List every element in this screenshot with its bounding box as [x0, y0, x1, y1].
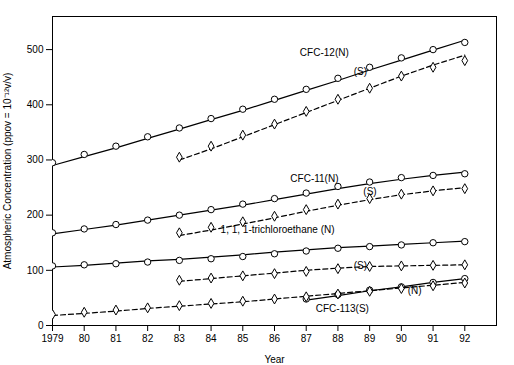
svg-text:91: 91: [428, 333, 440, 344]
svg-text:90: 90: [396, 333, 408, 344]
svg-text:1979: 1979: [41, 333, 64, 344]
svg-text:(S): (S): [354, 66, 367, 77]
svg-text:Year: Year: [264, 354, 285, 365]
svg-text:88: 88: [332, 333, 344, 344]
svg-text:87: 87: [301, 333, 313, 344]
svg-text:83: 83: [174, 333, 186, 344]
svg-text:(S): (S): [354, 260, 367, 271]
svg-text:Atmospheric Concentration (ppo: Atmospheric Concentration (ppov = 10⁻¹²v…: [2, 73, 13, 270]
svg-text:CFC-11(N): CFC-11(N): [290, 173, 338, 184]
svg-text:80: 80: [79, 333, 91, 344]
svg-text:86: 86: [269, 333, 281, 344]
svg-text:0: 0: [38, 320, 44, 331]
svg-text:89: 89: [364, 333, 376, 344]
svg-text:100: 100: [27, 265, 44, 276]
svg-text:92: 92: [459, 333, 471, 344]
svg-text:82: 82: [142, 333, 154, 344]
svg-text:200: 200: [27, 209, 44, 220]
svg-text:84: 84: [206, 333, 218, 344]
svg-text:500: 500: [27, 44, 44, 55]
svg-text:400: 400: [27, 99, 44, 110]
svg-text:1, 1, 1-trichloroethane (N): 1, 1, 1-trichloroethane (N): [221, 224, 335, 235]
svg-text:CFC-12(N): CFC-12(N): [300, 47, 349, 58]
svg-text:CFC-113(S): CFC-113(S): [316, 303, 369, 314]
svg-text:81: 81: [110, 333, 122, 344]
svg-text:85: 85: [237, 333, 249, 344]
svg-text:(S): (S): [363, 186, 376, 197]
svg-text:(N): (N): [408, 285, 422, 296]
svg-text:300: 300: [27, 154, 44, 165]
